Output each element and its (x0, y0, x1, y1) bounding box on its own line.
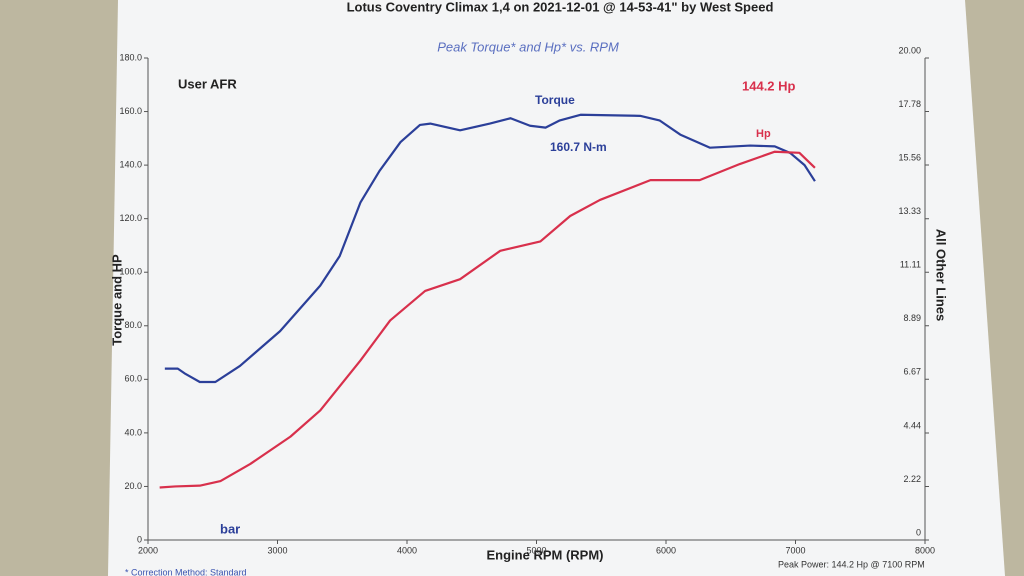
y2-tick-label: 15.56 (898, 152, 921, 162)
x-tick-label: 6000 (656, 545, 676, 555)
y-tick-label: 120.0 (119, 213, 142, 223)
y2-tick-label: 8.89 (903, 313, 921, 323)
y2-tick-label: 17.78 (898, 99, 921, 109)
y2-tick-label: 13.33 (898, 206, 921, 216)
y2-tick-label: 20.00 (898, 45, 921, 55)
annotation: 144.2 Hp (742, 78, 796, 93)
y-tick-label: 60.0 (124, 374, 142, 384)
x-tick-label: 3000 (267, 545, 287, 555)
x-axis-label: Engine RPM (RPM) (487, 547, 604, 562)
y-tick-label: 20.0 (124, 481, 142, 491)
annotation: bar (220, 521, 240, 536)
y2-axis-label: All Other Lines (934, 229, 949, 321)
y-tick-label: 140.0 (119, 159, 142, 169)
y2-tick-label: 6.67 (903, 367, 921, 377)
annotation: User AFR (178, 76, 237, 91)
y-tick-label: 0 (137, 534, 142, 544)
paper (108, 0, 1005, 576)
x-tick-label: 7000 (785, 545, 805, 555)
x-tick-label: 4000 (397, 545, 417, 555)
header: Lotus Coventry Climax 1,4 on 2021-12-01 … (347, 0, 774, 14)
footer: Peak Power: 144.2 Hp @ 7100 RPM (778, 559, 925, 569)
y-tick-label: 100.0 (119, 267, 142, 277)
y-tick-label: 80.0 (124, 320, 142, 330)
x-tick-label: 2000 (138, 545, 158, 555)
annotation: Torque (535, 93, 575, 107)
y2-tick-label: 0 (916, 527, 921, 537)
y2-tick-label: 11.11 (900, 260, 921, 270)
y-tick-label: 180.0 (119, 52, 142, 62)
y2-tick-label: 2.22 (903, 474, 921, 484)
x-tick-label: 8000 (915, 545, 935, 555)
footer: * Correction Method: Standard (125, 567, 247, 576)
chart-title: Peak Torque* and Hp* vs. RPM (437, 39, 619, 54)
annotation: 160.7 N-m (550, 140, 607, 154)
x-tick-label: 5000 (526, 545, 546, 555)
series-line (164, 113, 816, 384)
y-tick-label: 40.0 (124, 427, 142, 437)
y-axis-label: Torque and HP (109, 254, 124, 346)
annotation: Hp (756, 128, 771, 140)
y-tick-label: 160.0 (119, 106, 142, 116)
y2-tick-label: 4.44 (903, 420, 921, 430)
series-line (159, 150, 816, 489)
